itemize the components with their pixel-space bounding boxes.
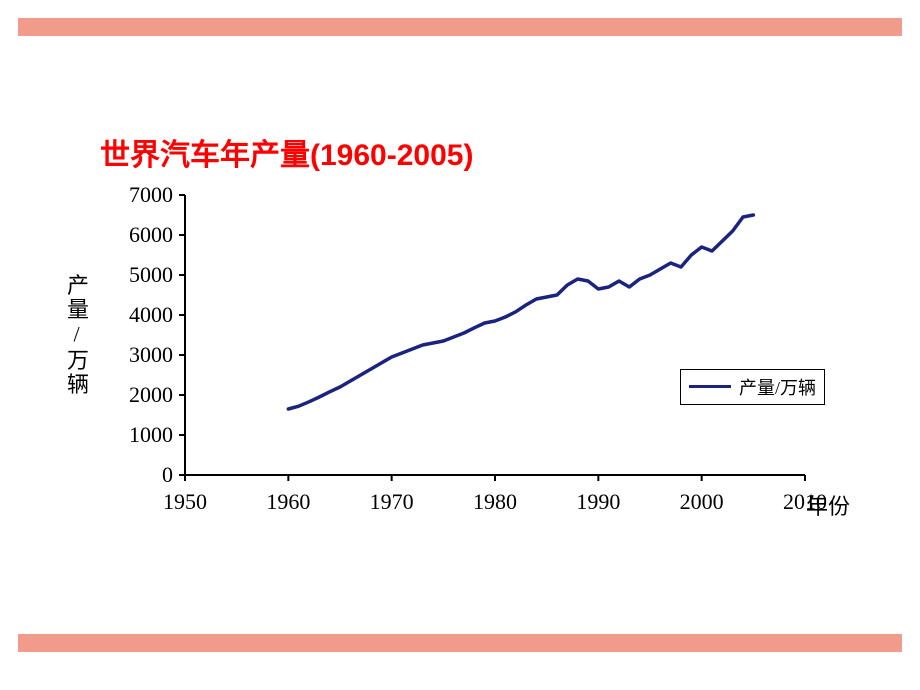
y-tick-label: 1000 [129, 422, 173, 448]
x-tick-label: 1950 [163, 489, 207, 515]
x-axis-label: 年份 [806, 489, 850, 560]
y-tick-label: 3000 [129, 342, 173, 368]
legend-label: 产量/万辆 [739, 374, 816, 400]
chart-legend: 产量/万辆 [680, 369, 825, 405]
x-tick-label: 1990 [576, 489, 620, 515]
y-tick-label: 7000 [129, 182, 173, 208]
chart-plot [60, 185, 865, 495]
x-tick-label: 1970 [370, 489, 414, 515]
y-tick-label: 6000 [129, 222, 173, 248]
bottom-accent-bar [18, 634, 902, 652]
x-tick-label: 2000 [680, 489, 724, 515]
x-tick-label: 1980 [473, 489, 517, 515]
top-accent-bar [18, 18, 902, 36]
y-tick-label: 2000 [129, 382, 173, 408]
x-tick-label: 1960 [266, 489, 310, 515]
legend-swatch [689, 385, 731, 388]
y-tick-label: 0 [162, 462, 173, 488]
y-tick-label: 5000 [129, 262, 173, 288]
y-tick-label: 4000 [129, 302, 173, 328]
chart-title: 世界汽车年产量(1960-2005) [100, 130, 473, 174]
chart-container: 产量/万辆 0 1000 2000 3000 4000 5000 6000 7000 1950… [60, 185, 860, 555]
